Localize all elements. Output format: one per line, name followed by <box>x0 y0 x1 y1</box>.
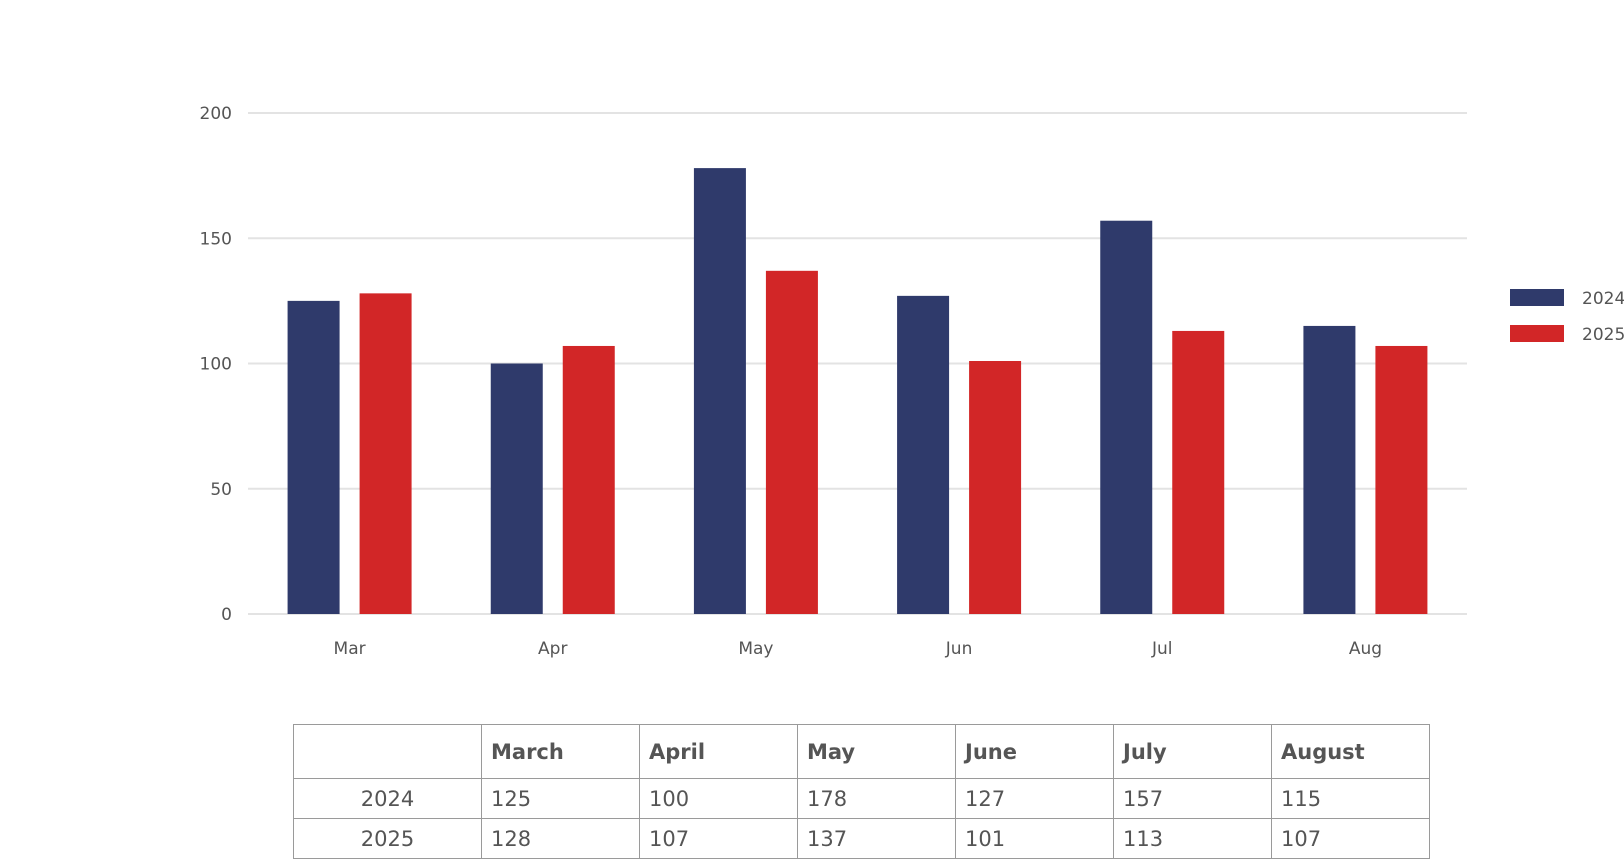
table-header-cell <box>293 724 482 779</box>
bar-2024-Apr <box>490 363 543 614</box>
bar-chart: 0 50 100 150 200 Mar Apr May Jun Jul Aug 2024 2025 <box>200 104 1624 659</box>
bar-2025-Apr <box>562 345 615 614</box>
x-tick-label: Jun <box>945 639 973 659</box>
table-row: 2024 125 100 178 127 157 115 <box>293 778 1430 819</box>
y-tick-label: 150 <box>200 229 232 249</box>
x-tick-label: Jul <box>1151 639 1173 659</box>
y-tick-label: 100 <box>200 355 232 375</box>
legend-label: 2024 <box>1582 289 1624 309</box>
table-header-cell: March <box>481 724 640 779</box>
table-cell: 101 <box>955 818 1114 859</box>
bar-2025-Jun <box>969 360 1022 614</box>
table-cell: 107 <box>1271 818 1430 859</box>
grid-lines <box>248 112 1467 615</box>
legend-swatch <box>1510 289 1564 306</box>
x-tick-label: Apr <box>538 639 567 659</box>
table-cell: 113 <box>1113 818 1272 859</box>
table-header-cell: July <box>1113 724 1272 779</box>
bar-2025-Jul <box>1172 330 1225 614</box>
bar-2024-Jun <box>897 295 950 614</box>
table-cell: 100 <box>639 778 798 819</box>
table-cell: 127 <box>955 778 1114 819</box>
table-header-row: March April May June July August <box>293 724 1430 779</box>
table-cell: 157 <box>1113 778 1272 819</box>
table-cell: 128 <box>481 818 640 859</box>
table-cell: 125 <box>481 778 640 819</box>
legend: 2024 2025 <box>1510 289 1624 345</box>
legend-swatch <box>1510 325 1564 342</box>
y-tick-label: 0 <box>221 605 232 625</box>
y-tick-label: 50 <box>210 480 232 500</box>
table-header-cell: August <box>1271 724 1430 779</box>
x-tick-label: Mar <box>334 639 366 659</box>
bar-2025-May <box>765 270 818 614</box>
legend-label: 2025 <box>1582 325 1624 345</box>
table-row-label: 2025 <box>293 818 482 859</box>
table-row-label: 2024 <box>293 778 482 819</box>
bar-2024-Jul <box>1100 220 1153 614</box>
x-tick-label: May <box>738 639 773 659</box>
table-cell: 107 <box>639 818 798 859</box>
table-cell: 137 <box>797 818 956 859</box>
bar-2024-Aug <box>1303 325 1356 614</box>
table-header-cell: May <box>797 724 956 779</box>
bar-2025-Aug <box>1375 345 1428 614</box>
data-table: March April May June July August 2024 12… <box>293 724 1430 859</box>
x-axis: Mar Apr May Jun Jul Aug <box>334 639 1382 659</box>
table-cell: 178 <box>797 778 956 819</box>
y-axis: 0 50 100 150 200 <box>200 104 232 625</box>
table-header-cell: June <box>955 724 1114 779</box>
y-tick-label: 200 <box>200 104 232 124</box>
bar-2024-May <box>693 168 746 615</box>
bar-2024-Mar <box>287 300 340 614</box>
bar-2025-Mar <box>359 293 412 614</box>
table-cell: 115 <box>1271 778 1430 819</box>
table-row: 2025 128 107 137 101 113 107 <box>293 818 1430 859</box>
table-header-cell: April <box>639 724 798 779</box>
bars <box>287 168 1428 615</box>
x-tick-label: Aug <box>1349 639 1382 659</box>
